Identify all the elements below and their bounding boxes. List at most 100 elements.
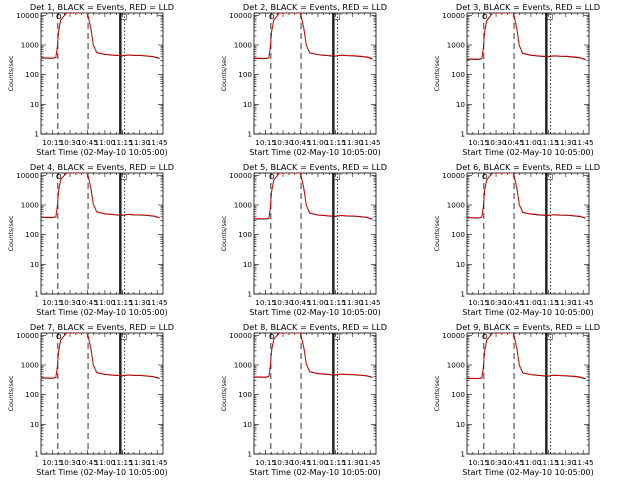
square-marker: □ bbox=[120, 332, 128, 341]
plot-frame bbox=[40, 172, 164, 295]
y-axis-label: Counts/sec bbox=[433, 55, 441, 91]
square-marker: □ bbox=[546, 332, 554, 341]
x-tick-label: 10:45 bbox=[290, 298, 311, 307]
circle-marker: O bbox=[56, 13, 62, 21]
x-tick-label: 10:45 bbox=[77, 298, 98, 307]
y-tick-label: 1000 bbox=[447, 201, 466, 210]
x-tick-label: 11:15 bbox=[538, 458, 559, 467]
x-tick-label: 11:00 bbox=[521, 138, 542, 147]
y-tick-label: 10 bbox=[243, 100, 253, 109]
detector-panel-8: Det 8, BLACK = Events, RED = LLD 1 10 100 10… bbox=[220, 322, 387, 477]
lld-series-line bbox=[254, 333, 373, 378]
x-tick-label: 11:30 bbox=[342, 298, 363, 307]
x-tick-label: 11:00 bbox=[95, 458, 116, 467]
panel-title: Det 9, BLACK = Events, RED = LLD bbox=[456, 322, 600, 332]
y-tick-label: 100 bbox=[25, 390, 39, 399]
y-tick-label: 10 bbox=[456, 420, 466, 429]
y-axis-label: Counts/sec bbox=[7, 375, 15, 411]
x-tick-label: 10:45 bbox=[503, 458, 524, 467]
lld-series-line bbox=[41, 173, 160, 218]
y-tick-label: 1 bbox=[460, 450, 465, 459]
x-tick-label: 11:30 bbox=[555, 458, 576, 467]
x-tick-label: 11:15 bbox=[325, 138, 346, 147]
y-axis-label: Counts/sec bbox=[7, 215, 15, 251]
x-tick-label: 10:15 bbox=[255, 138, 276, 147]
x-axis-label: Start Time (02-May-10 10:05:00) bbox=[462, 468, 593, 477]
y-tick-label: 1 bbox=[34, 130, 39, 139]
y-tick-label: 10 bbox=[30, 100, 40, 109]
x-tick-label: 11:00 bbox=[308, 298, 329, 307]
y-tick-label: 10 bbox=[456, 260, 466, 269]
panel-title: Det 4, BLACK = Events, RED = LLD bbox=[30, 162, 174, 172]
plot-frame bbox=[253, 332, 377, 455]
lld-series-line bbox=[254, 173, 373, 220]
detector-panel-4: Det 4, BLACK = Events, RED = LLD 1 10 100 10… bbox=[7, 162, 174, 317]
x-tick-label: 10:30 bbox=[273, 138, 294, 147]
x-tick-label: 11:00 bbox=[308, 458, 329, 467]
detector-panel-1: Det 1, BLACK = Events, RED = LLD 1 10 100 10… bbox=[7, 2, 174, 157]
circle-marker: O bbox=[56, 333, 62, 341]
square-marker: □ bbox=[120, 172, 128, 181]
circle-marker: O bbox=[482, 173, 488, 181]
y-tick-label: 10 bbox=[456, 100, 466, 109]
y-tick-label: 1000 bbox=[234, 41, 253, 50]
x-tick-label: 11:45 bbox=[360, 458, 381, 467]
x-tick-label: 11:45 bbox=[573, 138, 594, 147]
y-axis-label: Counts/sec bbox=[433, 215, 441, 251]
y-tick-label: 100 bbox=[451, 390, 465, 399]
y-tick-label: 10000 bbox=[442, 171, 465, 180]
y-axis-label: Counts/sec bbox=[220, 375, 228, 411]
circle-marker: O bbox=[482, 13, 488, 21]
x-tick-label: 10:30 bbox=[60, 138, 81, 147]
series-group bbox=[254, 333, 373, 378]
circle-marker: O bbox=[56, 173, 62, 181]
circle-marker: O bbox=[269, 333, 275, 341]
x-tick-label: 11:00 bbox=[95, 298, 116, 307]
square-marker: □ bbox=[546, 172, 554, 181]
vertical-markers bbox=[483, 13, 552, 134]
x-tick-label: 11:45 bbox=[147, 138, 168, 147]
panel-title: Det 7, BLACK = Events, RED = LLD bbox=[30, 322, 174, 332]
vertical-markers bbox=[483, 173, 552, 294]
panel-title: Det 5, BLACK = Events, RED = LLD bbox=[243, 162, 387, 172]
plot-frame bbox=[466, 332, 590, 455]
plot-frame bbox=[466, 172, 590, 295]
x-tick-label: 11:30 bbox=[129, 298, 150, 307]
x-tick-label: 10:30 bbox=[273, 298, 294, 307]
vertical-markers bbox=[270, 333, 339, 454]
y-tick-label: 10 bbox=[243, 260, 253, 269]
series-group bbox=[41, 173, 160, 219]
x-tick-label: 10:30 bbox=[486, 298, 507, 307]
y-tick-label: 100 bbox=[238, 230, 252, 239]
plot-frame bbox=[40, 332, 164, 455]
x-tick-label: 11:30 bbox=[555, 298, 576, 307]
series-group bbox=[467, 173, 586, 219]
lld-series-line bbox=[467, 13, 586, 60]
circle-marker: O bbox=[269, 173, 275, 181]
x-tick-label: 11:00 bbox=[521, 458, 542, 467]
y-tick-label: 10 bbox=[30, 260, 40, 269]
y-tick-label: 10000 bbox=[229, 331, 252, 340]
x-tick-label: 11:15 bbox=[112, 138, 133, 147]
y-tick-label: 1 bbox=[460, 290, 465, 299]
y-tick-label: 100 bbox=[238, 390, 252, 399]
x-tick-label: 11:15 bbox=[538, 138, 559, 147]
x-axis-label: Start Time (02-May-10 10:05:00) bbox=[249, 148, 380, 157]
y-tick-label: 1000 bbox=[447, 361, 466, 370]
x-tick-label: 10:15 bbox=[255, 298, 276, 307]
vertical-markers bbox=[483, 333, 552, 454]
x-tick-label: 11:45 bbox=[360, 298, 381, 307]
circle-marker: O bbox=[482, 333, 488, 341]
y-tick-label: 1 bbox=[34, 450, 39, 459]
x-tick-label: 10:15 bbox=[468, 138, 489, 147]
vertical-markers bbox=[57, 13, 126, 134]
x-tick-label: 11:15 bbox=[538, 298, 559, 307]
y-tick-label: 1000 bbox=[21, 41, 40, 50]
x-tick-label: 11:45 bbox=[147, 298, 168, 307]
x-tick-label: 10:30 bbox=[60, 458, 81, 467]
x-tick-label: 10:15 bbox=[42, 138, 63, 147]
series-group bbox=[467, 333, 586, 380]
panel-title: Det 2, BLACK = Events, RED = LLD bbox=[243, 2, 387, 12]
plot-frame bbox=[253, 172, 377, 295]
